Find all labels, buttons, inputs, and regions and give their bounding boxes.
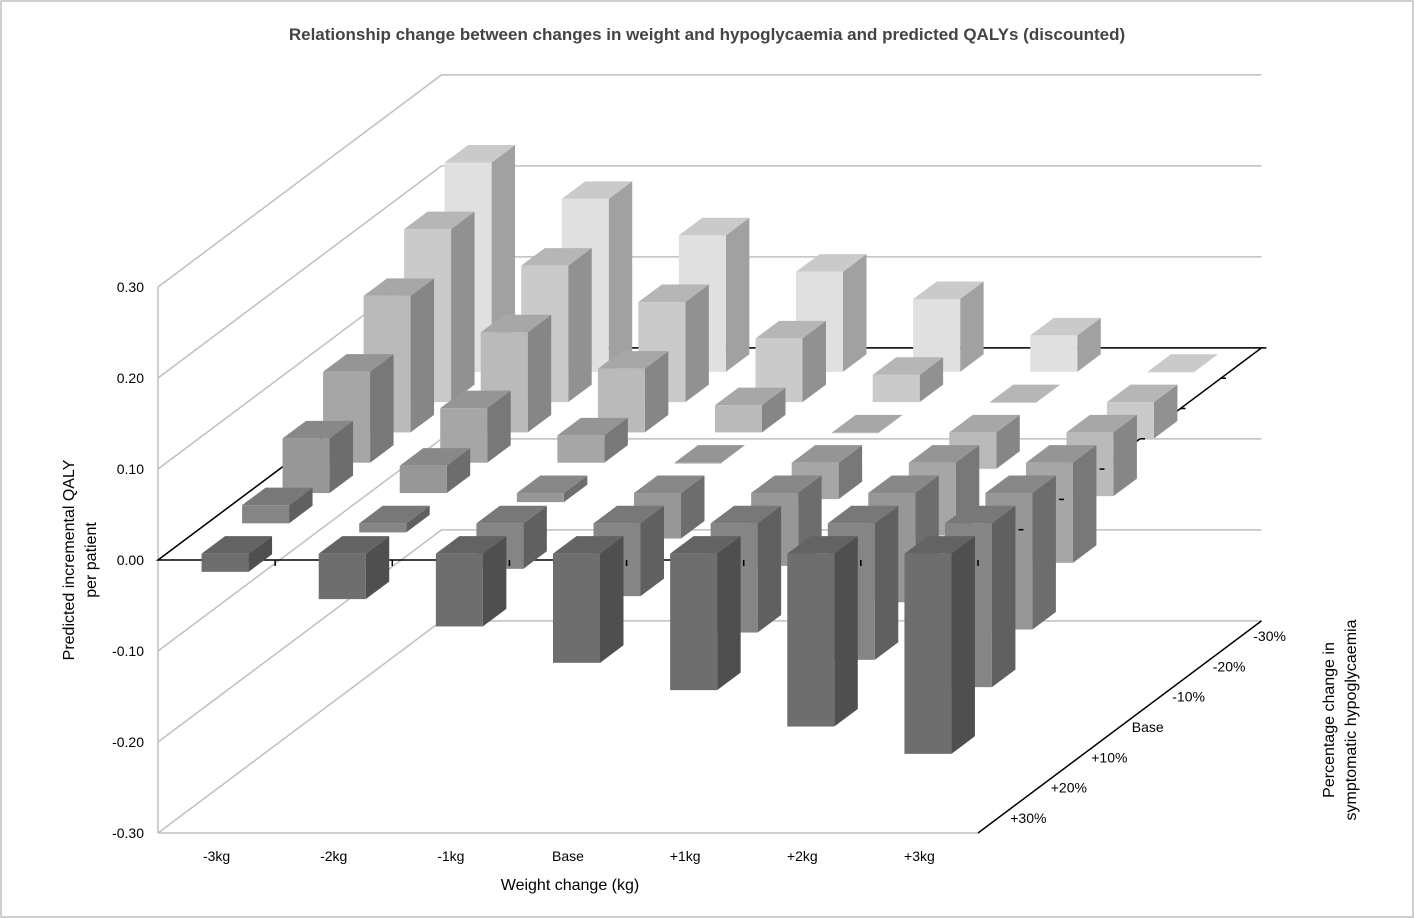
side-wall-gridline <box>157 165 442 379</box>
side-wall-gridline <box>157 438 442 652</box>
x-tick-label: Base <box>552 848 584 864</box>
bar <box>201 536 273 572</box>
bar <box>516 475 588 503</box>
x-tick-label: +3kg <box>904 848 935 864</box>
bar <box>1147 354 1218 373</box>
y-tick-label: -0.30 <box>112 825 144 841</box>
bar <box>670 536 741 691</box>
bar <box>282 420 354 494</box>
bar <box>435 536 507 627</box>
y-tick-label: 0.00 <box>117 552 144 568</box>
z-axis-title-line1: Percentage change in <box>1321 642 1338 798</box>
x-tick-label: -3kg <box>203 848 230 864</box>
bar <box>242 487 313 524</box>
x-tick-label: -2kg <box>320 848 347 864</box>
z-axis-title-line2: symptomatic hypoglycaemia <box>1343 619 1360 820</box>
depth-tick-label: -10% <box>1172 689 1205 705</box>
y-axis-title-line2: per patient <box>83 522 100 598</box>
bar <box>674 445 745 464</box>
bar <box>399 448 471 494</box>
bar <box>1030 317 1101 372</box>
chart-title: Relationship change between changes in w… <box>289 25 1125 44</box>
bar <box>787 536 858 727</box>
depth-tick-label: -20% <box>1213 658 1246 674</box>
y-tick-label: -0.10 <box>112 643 144 659</box>
bar <box>557 417 628 463</box>
y-tick-label: 0.30 <box>117 279 144 295</box>
depth-tick-label: +10% <box>1091 749 1127 765</box>
bar <box>318 536 390 600</box>
y-tick-label: -0.20 <box>112 734 144 750</box>
depth-axis-line <box>977 620 1262 834</box>
bar <box>359 505 430 533</box>
side-wall-gridline <box>157 74 442 288</box>
y-tick-label: 0.20 <box>117 370 144 386</box>
bar <box>553 536 624 663</box>
bar <box>832 414 903 434</box>
x-tick-label: -1kg <box>437 848 464 864</box>
bar <box>904 536 975 754</box>
side-wall-gridline <box>157 529 442 743</box>
bar <box>872 357 944 403</box>
side-wall-gridline <box>157 620 442 834</box>
x-axis-title: Weight change (kg) <box>501 877 639 894</box>
depth-tick-label: Base <box>1132 719 1164 735</box>
depth-tick-label: +30% <box>1010 810 1046 826</box>
depth-tick-label: +20% <box>1051 780 1087 796</box>
y-tick-label: 0.10 <box>117 461 144 477</box>
x-tick-label: +2kg <box>787 848 818 864</box>
x-tick-label: +1kg <box>670 848 701 864</box>
bar <box>989 384 1061 403</box>
depth-tick-label: -30% <box>1253 628 1286 644</box>
bar <box>755 320 826 403</box>
bar <box>715 387 786 433</box>
y-axis-title-line1: Predicted incremental QALY <box>61 459 78 660</box>
